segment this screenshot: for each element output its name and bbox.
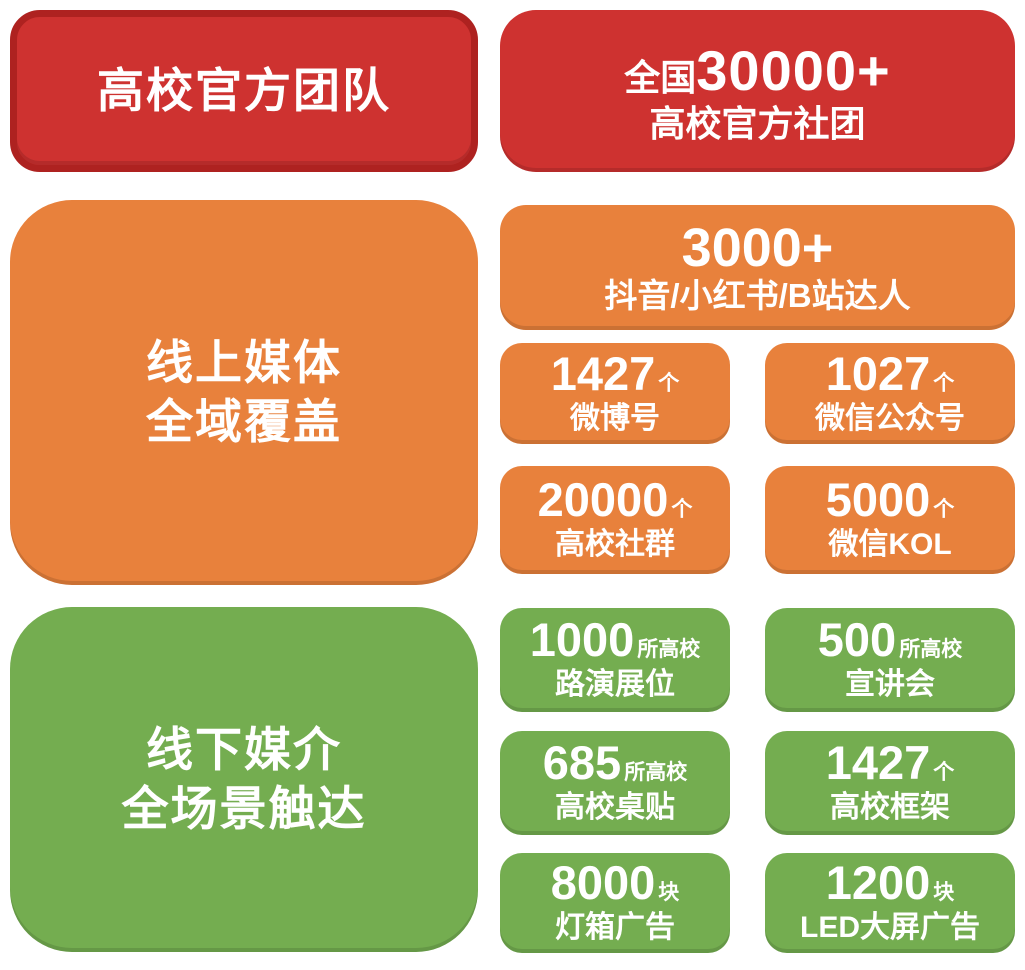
stat-number-row: 1200 块 — [826, 859, 955, 906]
stat-card-lightbox-ads: 8000 块 灯箱广告 — [500, 853, 730, 953]
stat-number-row: 685 所高校 — [543, 739, 687, 786]
stat-unit: 块 — [933, 881, 955, 905]
stat-number-row: 1427 个 — [551, 350, 680, 397]
header-text: 高校官方团队 — [97, 63, 391, 117]
stat-unit: 个 — [658, 371, 680, 395]
stat-number: 1027 — [825, 346, 931, 400]
stat-unit: 个 — [933, 498, 955, 522]
stat-number-row: 500 所高校 — [818, 616, 962, 663]
stat-number: 1000 — [529, 613, 635, 667]
stat-number-row: 5000 个 — [826, 476, 955, 523]
stat-number: 5000 — [825, 473, 931, 527]
stat-card-influencers: 3000+ 抖音/小红书/B站达人 — [500, 205, 1015, 330]
stat-card-official-clubs: 全国 30000+ 高校官方社团 — [500, 10, 1015, 172]
stat-number-row: 全国 30000+ — [624, 38, 890, 103]
stat-number: 1427 — [825, 736, 931, 790]
stat-number: 685 — [542, 736, 622, 790]
stat-label: 灯箱广告 — [555, 911, 675, 945]
stat-label: 高校社群 — [555, 528, 675, 562]
stat-number: 1427 — [550, 346, 656, 400]
stat-label: 高校框架 — [830, 791, 950, 825]
stat-card-roadshow-booths: 1000 所高校 路演展位 — [500, 608, 730, 712]
stat-unit: 所高校 — [899, 638, 963, 662]
stat-number-row: 8000 块 — [551, 859, 680, 906]
stat-label: 路演展位 — [555, 668, 675, 702]
stat-card-campus-frames: 1427 个 高校框架 — [765, 731, 1015, 835]
stat-card-led-screen-ads: 1200 块 LED大屏广告 — [765, 853, 1015, 953]
stat-number: 30000+ — [696, 38, 891, 102]
stat-card-wechat-kol: 5000 个 微信KOL — [765, 466, 1015, 574]
stat-unit: 个 — [671, 498, 693, 522]
header-card-offline-media: 线下媒介 全场景触达 — [10, 607, 478, 952]
stat-number-row: 1027 个 — [826, 350, 955, 397]
stat-card-info-sessions: 500 所高校 宣讲会 — [765, 608, 1015, 712]
stat-label: 高校桌贴 — [555, 791, 675, 825]
header-line-1: 线上媒体 — [146, 335, 342, 389]
stat-label: 高校官方社团 — [649, 102, 866, 144]
stat-number: 3000+ — [681, 218, 834, 279]
stat-prefix: 全国 — [624, 56, 697, 98]
stat-card-desk-stickers: 685 所高校 高校桌贴 — [500, 731, 730, 835]
stat-label: 微博号 — [570, 401, 660, 435]
header-line-2: 全场景触达 — [121, 781, 367, 835]
stat-card-weibo-accounts: 1427 个 微博号 — [500, 343, 730, 444]
stat-number: 500 — [817, 613, 897, 667]
stat-unit: 所高校 — [624, 761, 688, 785]
stat-unit: 块 — [658, 881, 680, 905]
stat-card-university-communities: 20000 个 高校社群 — [500, 466, 730, 574]
stat-label: 微信公众号 — [815, 401, 965, 435]
stat-number-row: 20000 个 — [538, 476, 693, 523]
stat-label: 微信KOL — [828, 528, 952, 562]
header-line-2: 全域覆盖 — [146, 394, 342, 448]
header-card-online-media: 线上媒体 全域覆盖 — [10, 200, 478, 585]
stat-card-wechat-public-accounts: 1027 个 微信公众号 — [765, 343, 1015, 444]
header-line-1: 线下媒介 — [146, 722, 342, 776]
stat-unit: 个 — [933, 371, 955, 395]
stat-label: 宣讲会 — [845, 668, 935, 702]
stat-number-row: 1427 个 — [826, 739, 955, 786]
stat-label: LED大屏广告 — [800, 911, 980, 945]
stat-number-row: 1000 所高校 — [530, 616, 701, 663]
stat-number: 20000 — [537, 473, 669, 527]
stat-label: 抖音/小红书/B站达人 — [604, 276, 911, 314]
stat-unit: 个 — [933, 761, 955, 785]
stat-number: 8000 — [550, 856, 656, 910]
stat-unit: 所高校 — [637, 638, 701, 662]
header-card-university-official-teams: 高校官方团队 — [10, 10, 478, 172]
stat-number: 1200 — [825, 856, 931, 910]
